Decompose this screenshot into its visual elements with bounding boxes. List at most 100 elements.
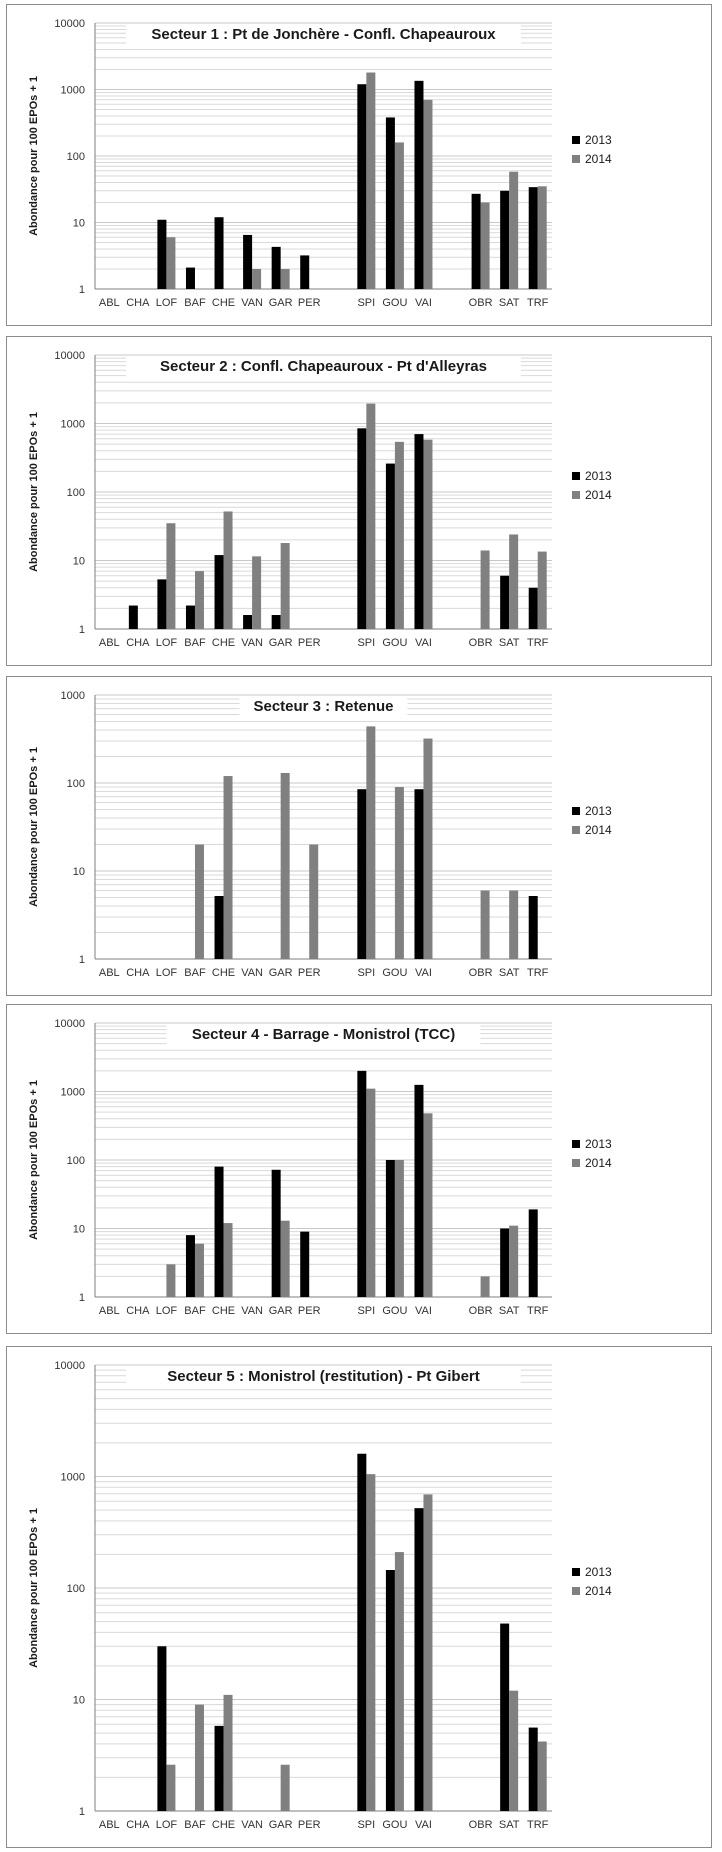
x-tick-label: ABL [99,297,120,309]
legend: 2013 2014 [572,1137,612,1170]
x-tick-label: VAI [415,1819,432,1831]
bar-2014 [509,534,519,629]
bar-2014 [366,72,376,289]
x-tick-label: CHA [126,637,150,649]
y-tick-label: 1 [79,954,85,966]
bar-2013 [357,428,367,629]
x-tick-label: ABL [99,637,120,649]
x-tick-label: LOF [156,1305,178,1317]
chart-title: Secteur 4 - Barrage - Monistrol (TCC) [192,1026,455,1043]
legend: 2013 2014 [572,804,612,837]
x-tick-label: SAT [499,1305,520,1317]
y-tick-label: 1 [79,624,85,636]
bar-2014 [366,726,376,959]
x-tick-label: SPI [357,1305,375,1317]
bar-2014 [194,571,204,629]
legend-label-2014: 2014 [585,152,612,166]
y-tick-label: 10000 [54,18,85,30]
bar-2013 [243,234,253,289]
y-axis-label: Abondance pour 100 EPOs + 1 [28,412,40,572]
x-tick-label: GAR [269,1305,293,1317]
chart-title-background [239,696,408,717]
y-tick-label: 100 [67,151,85,163]
x-tick-label: TRF [527,1305,549,1317]
x-tick-label: GOU [382,967,407,979]
x-tick-label: LOF [156,967,178,979]
y-tick-label: 10 [73,218,85,230]
chart-panel-4: 1 10 100 1000 10000 ABL CHA LOF BAF CHE VAN GAR PER S… [6,1004,712,1334]
x-tick-label: PER [298,1819,321,1831]
y-tick-label: 1000 [61,1472,85,1484]
bar-2013 [528,1727,538,1811]
y-tick-label: 1 [79,1806,85,1818]
x-tick-label: GAR [269,637,293,649]
x-tick-label: BAF [184,637,206,649]
bar-2014 [537,1741,547,1811]
x-tick-label: BAF [184,1819,206,1831]
bar-2014 [166,1264,176,1297]
bar-2014 [394,787,404,959]
gridlines [95,1022,552,1298]
chart-title-background [126,356,521,377]
chart-panel-1: 1 10 100 1000 10000 ABL CHA LOF BAF CHE VAN GAR PER S… [6,4,712,326]
bar-2014 [194,844,204,959]
x-tick-label: SPI [357,967,375,979]
chart-svg: 1 10 100 1000 10000 ABL CHA LOF BAF CHE VAN GAR PER S… [28,18,612,309]
legend-label-2014: 2014 [585,488,612,502]
x-tick-label: PER [298,637,321,649]
x-tick-label: VAI [415,637,432,649]
chart-title: Secteur 5 : Monistrol (restitution) - Pt… [167,1368,480,1385]
x-tick-label: PER [298,297,321,309]
legend-label-2013: 2013 [585,1137,612,1151]
legend-swatch-2014 [572,826,580,834]
bar-2013 [214,217,224,289]
y-tick-label: 10000 [54,1360,85,1372]
legend-swatch-2013 [572,807,580,815]
y-tick-label: 100 [67,1155,85,1167]
x-tick-label: ABL [99,1819,120,1831]
y-axis-label: Abondance pour 100 EPOs + 1 [28,1080,40,1240]
y-tick-label: 10 [73,866,85,878]
bar-2013 [185,267,195,289]
x-tick-label: GOU [382,297,407,309]
bar-2014 [280,543,290,629]
bar-2013 [385,1160,395,1297]
y-tick-label: 10000 [54,1018,85,1030]
legend-swatch-2013 [572,472,580,480]
chart-title: Secteur 1 : Pt de Jonchère - Confl. Chap… [151,26,496,43]
bar-2014 [223,776,233,959]
chart-panel-2: 1 10 100 1000 10000 ABL CHA LOF BAF CHE VAN GAR PER S… [6,336,712,666]
legend-label-2013: 2013 [585,1565,612,1579]
x-tick-label: GAR [269,297,293,309]
bar-2014 [166,1764,176,1811]
x-tick-label: CHE [212,1819,235,1831]
bar-2013 [214,895,224,959]
legend: 2013 2014 [572,133,612,166]
bar-2014 [280,1764,290,1811]
bar-2013 [157,579,167,629]
bar-2014 [509,1690,519,1811]
y-tick-label: 1000 [61,690,85,702]
bar-2014 [252,556,262,629]
bar-2013 [528,1209,538,1297]
y-tick-label: 10 [73,556,85,568]
bar-2013 [414,434,424,629]
bar-2013 [271,1169,281,1297]
chart-svg: 1 10 100 1000 10000 ABL CHA LOF BAF CHE VAN GAR PER S… [28,1360,612,1831]
legend-swatch-2014 [572,491,580,499]
x-tick-label: CHE [212,297,235,309]
bar-2013 [214,1725,224,1811]
chart-title: Secteur 2 : Confl. Chapeauroux - Pt d'Al… [160,358,487,375]
y-tick-label: 1 [79,284,85,296]
bar-2014 [537,551,547,629]
bar-2013 [500,575,510,629]
legend-swatch-2014 [572,155,580,163]
x-tick-label: GOU [382,1819,407,1831]
chart-svg: 1 10 100 1000 10000 ABL CHA LOF BAF CHE VAN GAR PER S… [28,350,612,649]
bar-2013 [271,246,281,289]
y-tick-label: 10 [73,1695,85,1707]
bar-2014 [394,1160,404,1297]
x-tick-label: GOU [382,637,407,649]
bar-2013 [214,1166,224,1297]
x-tick-label: OBR [469,967,493,979]
